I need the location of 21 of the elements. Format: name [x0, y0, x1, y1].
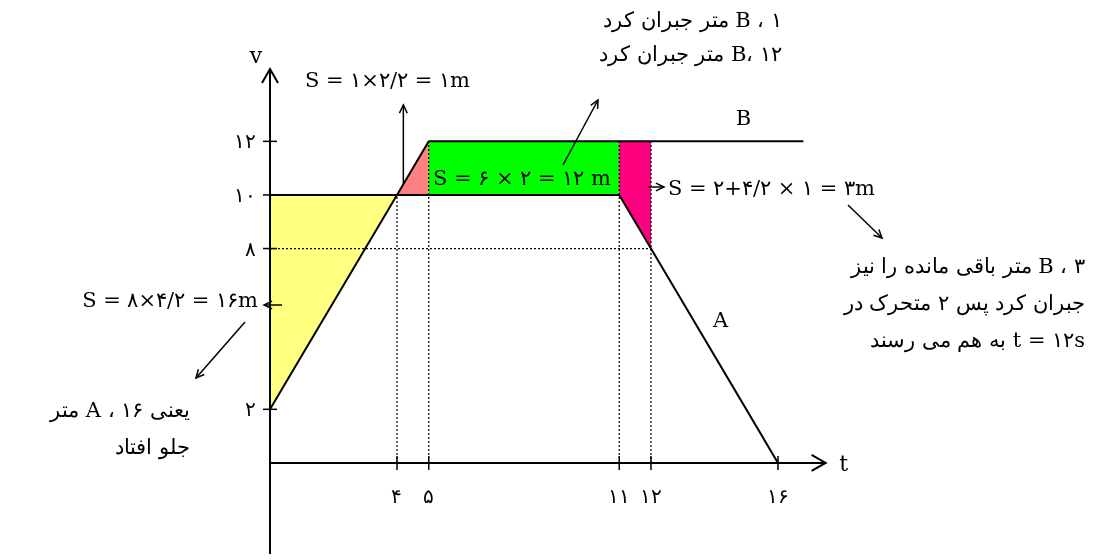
text: S = ۸×۴/۲ = ۱۶m [81, 287, 258, 314]
annotation: S = ۶ × ۲ = ۱۲ m [433, 165, 612, 192]
x-tick-label: ۴ [391, 483, 403, 508]
x-tick-label: ۱۲ [639, 483, 662, 508]
y-tick-label: ۱۰ [234, 182, 256, 207]
y-tick-label: ۲ [245, 397, 256, 422]
text: B ، ۳ متر باقی مانده را نیز جبران کرد پس ۲ متحرک در t = ۱۲s به هم می رسند [842, 253, 1085, 355]
annotation: S = ۲+۴/۲ × ۱ = ۳m [668, 175, 876, 202]
series-label: B [735, 106, 752, 131]
text: B، ۱۲ متر جبران کرد [598, 42, 782, 66]
annotation: S = ۱×۲/۲ = ۱m [305, 67, 471, 94]
x-tick-label: ۱۱ [608, 483, 631, 508]
x-tick-label: ۱۶ [766, 483, 789, 508]
text: یعنی A ، ۱۶ متر جلو افتاد [48, 397, 190, 462]
series-label: A [712, 307, 730, 332]
x-tick-label: ۵ [423, 483, 435, 508]
text: B ، ۱ متر جبران کرد [602, 7, 782, 35]
y-axis-title: v [248, 43, 263, 68]
x-axis-title: t [839, 450, 849, 476]
y-tick-label: ۱۲ [234, 129, 256, 154]
y-tick-label: ۸ [245, 236, 256, 261]
